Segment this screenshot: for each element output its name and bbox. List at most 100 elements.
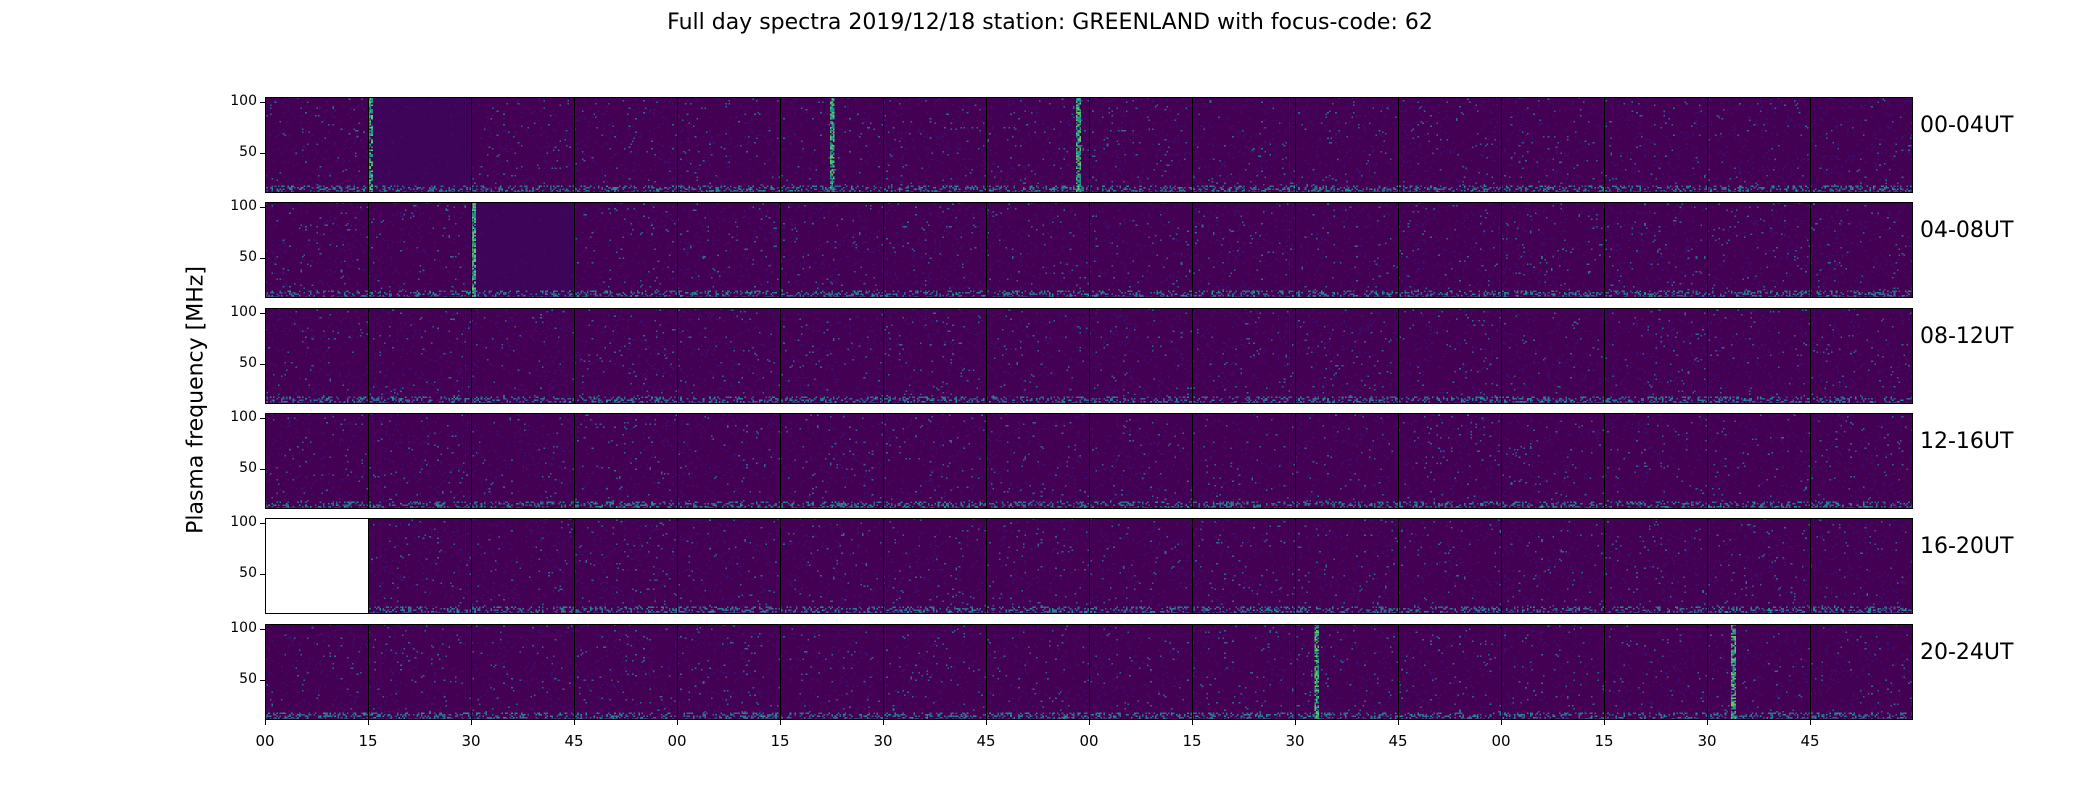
- panel-divider: [780, 97, 781, 193]
- y-tick-mark: [260, 468, 265, 470]
- spectrum-panel: [1295, 202, 1398, 298]
- panel-divider: [677, 413, 678, 509]
- panel-divider: [677, 624, 678, 720]
- spectrum-panel: [1810, 413, 1913, 509]
- x-tick-label: 30: [461, 732, 481, 750]
- spectrum-panel: [1089, 624, 1192, 720]
- panel-divider: [1398, 413, 1399, 509]
- spectrum-panel: [883, 97, 986, 193]
- panel-divider: [780, 202, 781, 298]
- x-tick-mark: [986, 720, 987, 725]
- x-tick-label: 15: [1182, 732, 1202, 750]
- panel-divider: [1192, 308, 1193, 404]
- spectrum-panel: [1089, 97, 1192, 193]
- spectrum-panel: [883, 518, 986, 614]
- spectrum-panel: [471, 413, 574, 509]
- spectrum-panel: [1501, 97, 1604, 193]
- spectrum-panel: [574, 518, 677, 614]
- panel-divider: [1707, 202, 1708, 298]
- panel-divider: [1604, 97, 1605, 193]
- x-tick-mark: [1295, 720, 1296, 725]
- panel-divider: [1398, 518, 1399, 614]
- panel-divider: [883, 202, 884, 298]
- x-tick-mark: [574, 720, 575, 725]
- y-tick-mark: [260, 257, 265, 259]
- spectrum-panel: [265, 202, 368, 298]
- spectrum-panel: [1295, 413, 1398, 509]
- panel-divider: [883, 624, 884, 720]
- panel-divider: [1295, 308, 1296, 404]
- spectrum-panel: [1192, 202, 1295, 298]
- x-tick-label: 45: [1388, 732, 1408, 750]
- spectrum-panel: [1295, 518, 1398, 614]
- spectrum-panel: [265, 413, 368, 509]
- panel-divider: [986, 624, 987, 720]
- panel-divider: [471, 202, 472, 298]
- spectrum-panel: [1604, 202, 1707, 298]
- panel-divider: [1295, 202, 1296, 298]
- panel-divider: [1810, 308, 1811, 404]
- panel-divider: [883, 308, 884, 404]
- panel-divider: [677, 308, 678, 404]
- spectrum-panel: [1810, 308, 1913, 404]
- spectrum-panel: [1604, 308, 1707, 404]
- spectrum-panel: [1810, 97, 1913, 193]
- spectrum-panel: [1192, 97, 1295, 193]
- spectrum-panel: [1192, 413, 1295, 509]
- panel-divider: [1810, 518, 1811, 614]
- row-time-label: 16-20UT: [1920, 534, 2014, 559]
- panel-divider: [1192, 413, 1193, 509]
- spectrum-panel: [368, 518, 471, 614]
- spectrum-panel: [1604, 518, 1707, 614]
- spectrum-panel: [1398, 518, 1501, 614]
- spectrum-panel: [471, 97, 574, 193]
- panel-divider: [574, 308, 575, 404]
- y-tick-mark: [260, 418, 265, 420]
- panel-divider: [574, 97, 575, 193]
- chart-title: Full day spectra 2019/12/18 station: GRE…: [667, 10, 1433, 35]
- spectrum-panel: [368, 413, 471, 509]
- panel-divider: [1501, 97, 1502, 193]
- spectrum-panel: [1604, 624, 1707, 720]
- spectrum-panel: [1810, 202, 1913, 298]
- y-tick-mark: [260, 629, 265, 631]
- spectrum-panel: [265, 308, 368, 404]
- spectrum-panel: [1398, 624, 1501, 720]
- y-tick-label: 100: [230, 409, 257, 426]
- y-tick-label: 50: [239, 459, 257, 476]
- y-tick-mark: [260, 102, 265, 104]
- panel-divider: [1501, 202, 1502, 298]
- panel-divider: [780, 518, 781, 614]
- panel-divider: [1707, 97, 1708, 193]
- x-tick-label: 45: [1800, 732, 1820, 750]
- panel-divider: [1501, 413, 1502, 509]
- y-tick-label: 50: [239, 354, 257, 371]
- spectrum-panel: [1398, 97, 1501, 193]
- panel-divider: [574, 202, 575, 298]
- y-tick-mark: [260, 152, 265, 154]
- spectrum-panel: [780, 624, 883, 720]
- y-tick-label: 50: [239, 143, 257, 160]
- spectrum-panel: [1501, 413, 1604, 509]
- spectrum-panel: [883, 308, 986, 404]
- panel-divider: [1089, 413, 1090, 509]
- panel-divider: [471, 97, 472, 193]
- spectrum-panel: [1707, 97, 1810, 193]
- x-tick-mark: [1604, 720, 1605, 725]
- spectrum-panel: [677, 413, 780, 509]
- panel-divider: [471, 308, 472, 404]
- spectrum-panel: [574, 97, 677, 193]
- x-tick-label: 30: [1285, 732, 1305, 750]
- spectrum-panel: [780, 413, 883, 509]
- panel-divider: [1604, 413, 1605, 509]
- panel-divider: [1604, 518, 1605, 614]
- row-time-label: 04-08UT: [1920, 218, 2014, 243]
- panel-divider: [1398, 97, 1399, 193]
- spectrum-panel: [471, 308, 574, 404]
- panel-divider: [986, 97, 987, 193]
- panel-divider: [1810, 413, 1811, 509]
- spectrum-panel: [368, 202, 471, 298]
- panel-divider: [368, 413, 369, 509]
- y-tick-label: 100: [230, 620, 257, 637]
- x-tick-mark: [883, 720, 884, 725]
